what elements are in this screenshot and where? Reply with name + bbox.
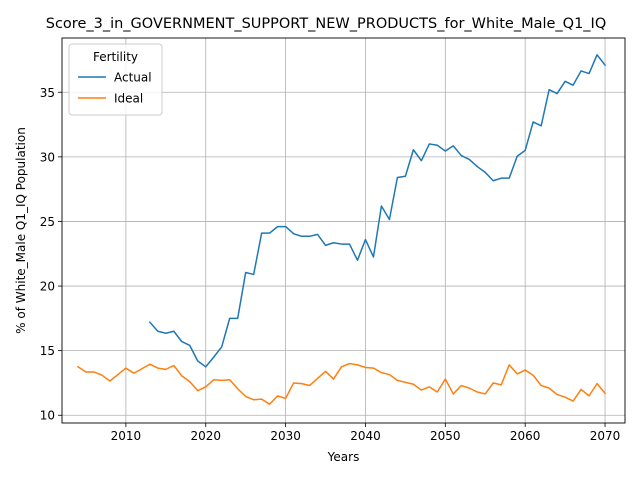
x-tick-label: 2040 bbox=[350, 429, 381, 443]
y-axis-label: % of White_Male Q1_IQ Population bbox=[14, 127, 28, 334]
y-tick-label: 35 bbox=[40, 86, 55, 100]
y-tick-label: 20 bbox=[40, 280, 55, 294]
x-tick-label: 2060 bbox=[510, 429, 541, 443]
x-tick-label: 2050 bbox=[430, 429, 461, 443]
plot-frame bbox=[61, 37, 626, 424]
x-tick-label: 2020 bbox=[190, 429, 221, 443]
chart-title: Score_3_in_GOVERNMENT_SUPPORT_NEW_PRODUC… bbox=[46, 16, 607, 32]
x-tick-label: 2070 bbox=[590, 429, 621, 443]
x-tick-label: 2010 bbox=[111, 429, 142, 443]
y-tick-label: 25 bbox=[40, 215, 55, 229]
y-tick-label: 15 bbox=[40, 344, 55, 358]
axis-ticks: 2010 2020 2030 2040 2050 2060 2070 10 15 20 25 30 35 bbox=[40, 86, 621, 443]
x-tick-label: 2030 bbox=[270, 429, 301, 443]
grid-lines bbox=[62, 38, 625, 423]
legend: Fertility Actual Ideal bbox=[68, 43, 163, 116]
x-axis-label: Years bbox=[327, 450, 360, 464]
series-line-actual bbox=[148, 54, 607, 368]
series-layer bbox=[76, 54, 607, 406]
series-line-ideal bbox=[76, 362, 607, 406]
legend-label-actual: Actual bbox=[114, 71, 152, 85]
y-tick-label: 30 bbox=[40, 150, 55, 164]
legend-label-ideal: Ideal bbox=[114, 92, 143, 106]
y-tick-label: 10 bbox=[40, 409, 55, 423]
legend-title: Fertility bbox=[93, 50, 138, 64]
